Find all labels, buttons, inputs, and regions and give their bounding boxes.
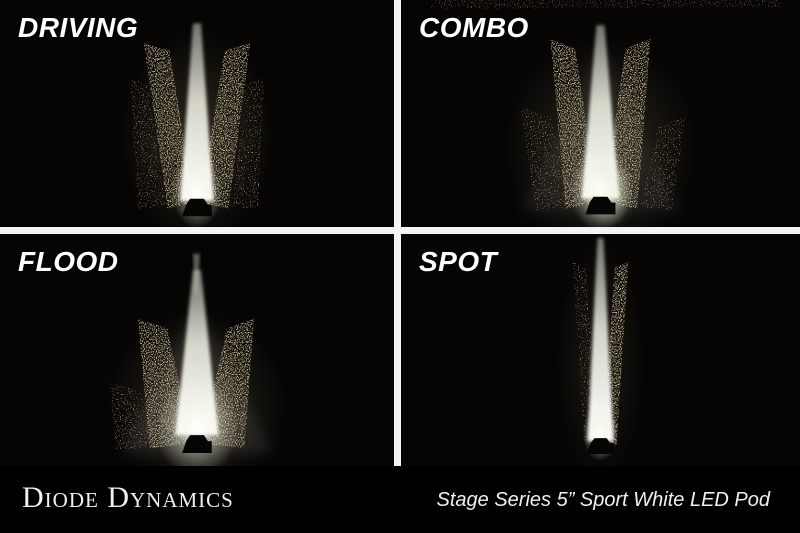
panel-combo: COMBO [401,0,800,227]
beam-photo-spot [554,237,647,466]
beam-pattern-grid: DRIVING COMBO [0,0,800,466]
led-pod-silhouette [586,438,615,455]
beam-mode-label-combo: COMBO [419,12,529,43]
brand-logo: Diode Dynamics [22,480,234,514]
beam-photo-driving [120,23,274,227]
beam-mode-label-flood: FLOOD [18,246,119,277]
led-pod-silhouette [585,196,616,215]
panel-flood: FLOOD [0,234,394,466]
footer-bar: Diode Dynamics Stage Series 5” Sport Whi… [0,466,800,533]
led-pod-silhouette [182,435,212,454]
beam-mode-label-spot: SPOT [419,246,498,277]
panel-spot: SPOT [401,234,800,466]
led-pod-silhouette [182,198,212,217]
product-caption: Stage Series 5” Sport White LED Pod [436,488,771,511]
beam-photo-flood [106,253,288,466]
beam-mode-label-driving: DRIVING [18,12,139,43]
panel-driving: DRIVING [0,0,394,227]
beam-photo-combo [430,0,781,227]
